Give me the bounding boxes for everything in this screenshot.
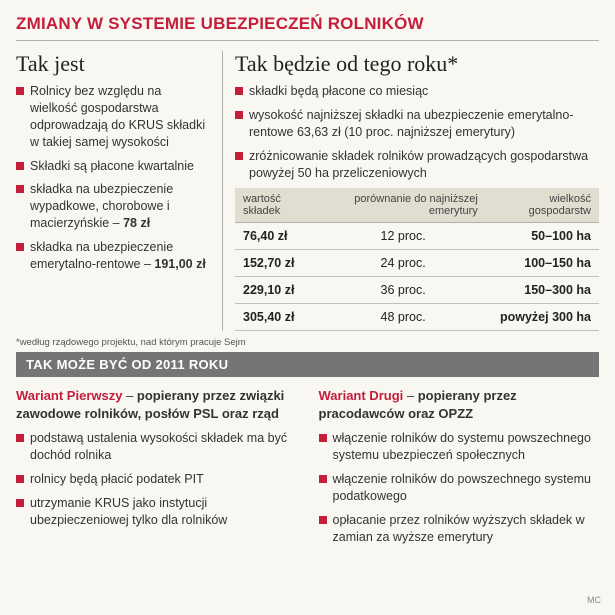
future-bar: TAK MOŻE BYĆ OD 2011 ROKU [16, 352, 599, 377]
item-text: opłacanie przez rolników wyższych składe… [333, 513, 585, 544]
variant-2-title: Wariant Drugi – popierany przez pracodaw… [319, 387, 600, 422]
right-column: Tak będzie od tego roku* składki będą pł… [222, 51, 599, 331]
variant-name: Wariant Drugi [319, 388, 404, 403]
main-title: ZMIANY W SYSTEMIE UBEZPIECZEŃ ROLNIKÓW [16, 14, 599, 41]
cell: 305,40 zł [235, 304, 320, 331]
cell: 50–100 ha [486, 223, 599, 250]
item-text: Składki są płacone kwartalnie [30, 159, 194, 173]
item-text: wysokość najniższej składki na ubezpiecz… [249, 108, 573, 139]
list-item: Składki są płacone kwartalnie [16, 158, 208, 175]
variant-1: Wariant Pierwszy – popierany przez związ… [16, 387, 297, 552]
cell: powyżej 300 ha [486, 304, 599, 331]
list-item: Rolnicy bez względu na wielkość gospodar… [16, 83, 208, 151]
table-row: 229,10 zł 36 proc. 150–300 ha [235, 277, 599, 304]
list-item: zróżnicowanie składek rolników prowadząc… [235, 148, 599, 182]
right-heading: Tak będzie od tego roku* [235, 51, 599, 77]
item-bold: 78 zł [123, 216, 150, 230]
contributions-table: wartość składek porównanie do najniższej… [235, 188, 599, 331]
list-item: rolnicy będą płacić podatek PIT [16, 471, 297, 488]
item-text: składka na ubezpieczenie wypadkowe, chor… [30, 182, 173, 230]
table-row: 76,40 zł 12 proc. 50–100 ha [235, 223, 599, 250]
variant-1-title: Wariant Pierwszy – popierany przez związ… [16, 387, 297, 422]
left-column: Tak jest Rolnicy bez względu na wielkość… [16, 51, 208, 331]
cell: 36 proc. [320, 277, 485, 304]
left-heading: Tak jest [16, 51, 208, 77]
item-text: zróżnicowanie składek rolników prowadząc… [249, 149, 588, 180]
item-text: składki będą płacone co miesiąc [249, 84, 428, 98]
item-bold: 191,00 zł [154, 257, 205, 271]
cell: 48 proc. [320, 304, 485, 331]
variant-2-list: włączenie rolników do systemu powszechne… [319, 430, 600, 545]
cell: 24 proc. [320, 250, 485, 277]
list-item: włączenie rolników do powszechnego syste… [319, 471, 600, 505]
right-bullet-list: składki będą płacone co miesiąc wysokość… [235, 83, 599, 181]
item-text: rolnicy będą płacić podatek PIT [30, 472, 204, 486]
variant-1-list: podstawą ustalenia wysokości składek ma … [16, 430, 297, 528]
table-header-row: wartość składek porównanie do najniższej… [235, 188, 599, 223]
item-text: włączenie rolników do systemu powszechne… [333, 431, 591, 462]
item-text: włączenie rolników do powszechnego syste… [333, 472, 591, 503]
variant-name: Wariant Pierwszy [16, 388, 122, 403]
col-header: wielkość gospodarstw [486, 188, 599, 223]
list-item: składki będą płacone co miesiąc [235, 83, 599, 100]
credit: MC [587, 595, 601, 605]
list-item: włączenie rolników do systemu powszechne… [319, 430, 600, 464]
table-row: 305,40 zł 48 proc. powyżej 300 ha [235, 304, 599, 331]
sep: – [403, 388, 417, 403]
cell: 12 proc. [320, 223, 485, 250]
variant-2: Wariant Drugi – popierany przez pracodaw… [319, 387, 600, 552]
item-text: podstawą ustalenia wysokości składek ma … [30, 431, 287, 462]
sep: – [122, 388, 136, 403]
variants-row: Wariant Pierwszy – popierany przez związ… [16, 387, 599, 552]
cell: 150–300 ha [486, 277, 599, 304]
footnote: *według rządowego projektu, nad którym p… [16, 337, 599, 348]
item-text: składka na ubezpieczenie emerytalno-rent… [30, 240, 173, 271]
cell: 152,70 zł [235, 250, 320, 277]
list-item: wysokość najniższej składki na ubezpiecz… [235, 107, 599, 141]
cell: 229,10 zł [235, 277, 320, 304]
top-section: Tak jest Rolnicy bez względu na wielkość… [16, 51, 599, 331]
item-text: utrzymanie KRUS jako instytucji ubezpiec… [30, 496, 227, 527]
item-text: Rolnicy bez względu na wielkość gospodar… [30, 84, 205, 149]
list-item: utrzymanie KRUS jako instytucji ubezpiec… [16, 495, 297, 529]
list-item: podstawą ustalenia wysokości składek ma … [16, 430, 297, 464]
left-bullet-list: Rolnicy bez względu na wielkość gospodar… [16, 83, 208, 273]
list-item: składka na ubezpieczenie wypadkowe, chor… [16, 181, 208, 232]
cell: 76,40 zł [235, 223, 320, 250]
cell: 100–150 ha [486, 250, 599, 277]
list-item: składka na ubezpieczenie emerytalno-rent… [16, 239, 208, 273]
col-header: wartość składek [235, 188, 320, 223]
table-row: 152,70 zł 24 proc. 100–150 ha [235, 250, 599, 277]
list-item: opłacanie przez rolników wyższych składe… [319, 512, 600, 546]
col-header: porównanie do najniższej emerytury [320, 188, 485, 223]
